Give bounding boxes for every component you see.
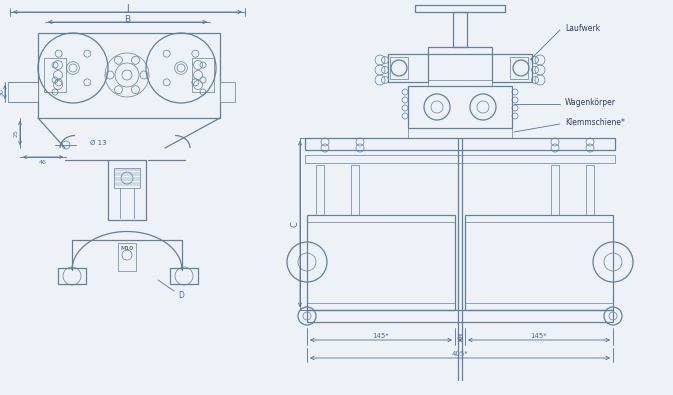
Bar [390,57,408,79]
Text: 38: 38 [456,333,464,339]
Bar [465,215,613,310]
Bar [307,215,455,310]
Text: Klemmschiene*: Klemmschiene* [565,117,625,126]
Bar [408,128,512,138]
Text: Laufwerk: Laufwerk [565,23,600,32]
Bar [408,86,512,128]
Bar [58,268,86,284]
Bar [38,33,220,118]
Text: 30: 30 [0,88,5,96]
Text: 145*: 145* [531,333,547,339]
Bar [551,165,559,215]
Text: C: C [291,221,299,227]
Bar [428,80,492,86]
Bar [492,54,532,82]
Text: Ø 13: Ø 13 [90,140,106,146]
Bar [192,58,214,92]
Bar [453,12,467,47]
Text: l: l [126,4,129,14]
Bar [351,165,359,215]
Bar [114,168,140,188]
Bar [316,165,324,215]
Bar [44,58,66,92]
Bar [220,82,235,102]
Text: Wagenkörper: Wagenkörper [565,98,616,107]
Text: 46: 46 [39,160,47,164]
Text: D: D [178,290,184,299]
Bar [108,160,146,220]
Circle shape [177,64,185,72]
Bar [305,155,615,163]
Bar [586,165,594,215]
Bar [307,310,613,322]
Circle shape [69,64,77,72]
Text: B: B [124,15,130,23]
Bar [415,5,505,12]
Text: M10: M10 [120,246,133,250]
Bar [510,57,528,79]
Text: 25: 25 [13,129,18,137]
Bar [170,268,198,284]
Text: 145*: 145* [373,333,389,339]
Text: 405*: 405* [452,351,468,357]
Bar [305,138,615,150]
Bar [388,54,428,82]
Bar [428,47,492,54]
Bar [8,82,38,102]
Bar [118,243,136,271]
